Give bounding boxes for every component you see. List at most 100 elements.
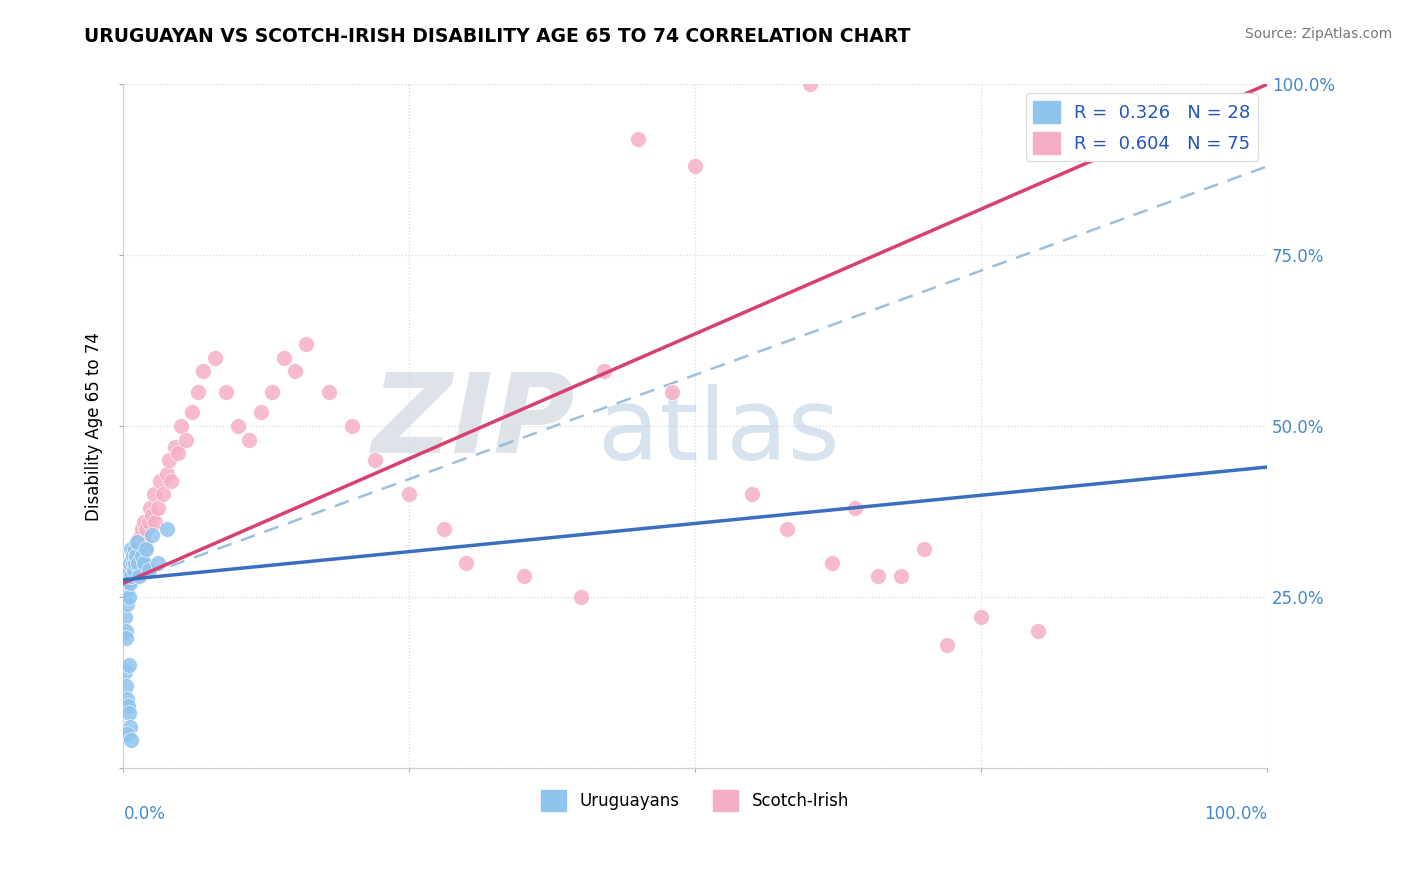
Legend: Uruguayans, Scotch-Irish: Uruguayans, Scotch-Irish (534, 784, 855, 817)
Text: URUGUAYAN VS SCOTCH-IRISH DISABILITY AGE 65 TO 74 CORRELATION CHART: URUGUAYAN VS SCOTCH-IRISH DISABILITY AGE… (84, 27, 911, 45)
Point (129, 528, 152, 542)
Point (569, 590, 592, 604)
Point (114, 576, 136, 591)
Point (456, 556, 478, 570)
Point (187, 384, 209, 399)
Point (120, 569, 142, 583)
Point (138, 563, 160, 577)
Point (127, 535, 149, 549)
Point (284, 364, 307, 378)
Point (138, 515, 160, 529)
Point (160, 474, 183, 488)
Point (167, 446, 190, 460)
Point (141, 528, 163, 542)
Point (120, 556, 142, 570)
Point (683, 160, 706, 174)
Point (114, 569, 136, 583)
Point (128, 542, 150, 557)
Point (120, 733, 142, 747)
Point (156, 467, 179, 481)
Point (129, 556, 152, 570)
Point (135, 522, 157, 536)
Point (273, 351, 295, 365)
Point (262, 384, 284, 399)
Point (118, 563, 141, 577)
Point (295, 337, 318, 351)
Point (132, 535, 155, 549)
Point (117, 569, 139, 583)
Point (132, 515, 155, 529)
Point (114, 624, 136, 638)
Point (156, 522, 179, 536)
Point (741, 487, 763, 501)
Point (364, 453, 387, 467)
Point (115, 692, 138, 706)
Point (118, 590, 141, 604)
Point (340, 419, 363, 434)
Point (398, 487, 420, 501)
Point (970, 610, 993, 624)
Point (132, 556, 155, 570)
Point (176, 433, 198, 447)
Point (124, 556, 146, 570)
Point (114, 665, 136, 679)
Point (125, 549, 148, 563)
Point (122, 563, 145, 577)
Point (157, 453, 180, 467)
Point (226, 419, 249, 434)
Point (120, 720, 142, 734)
Point (114, 631, 136, 645)
Point (181, 405, 204, 419)
Point (163, 440, 186, 454)
Point (433, 522, 456, 536)
Point (844, 501, 866, 516)
Point (204, 351, 226, 365)
Point (115, 563, 138, 577)
Point (215, 384, 238, 399)
Point (890, 569, 912, 583)
Point (145, 515, 167, 529)
Point (193, 364, 215, 378)
Point (124, 569, 146, 583)
Point (127, 556, 149, 570)
Point (512, 569, 534, 583)
Point (120, 556, 142, 570)
Point (149, 474, 172, 488)
Point (121, 549, 143, 563)
Text: 100.0%: 100.0% (1204, 805, 1267, 823)
Point (131, 522, 153, 536)
Point (868, 569, 890, 583)
Point (775, 522, 797, 536)
Point (146, 501, 169, 516)
Point (118, 706, 141, 720)
Point (141, 508, 163, 522)
Point (118, 556, 141, 570)
Point (114, 610, 136, 624)
Point (134, 542, 156, 557)
Point (146, 556, 169, 570)
Point (124, 542, 146, 557)
Point (120, 563, 142, 577)
Point (121, 563, 143, 577)
Point (118, 576, 141, 591)
Point (114, 679, 136, 693)
Point (128, 569, 150, 583)
Point (117, 576, 139, 591)
Point (912, 542, 935, 557)
Point (661, 384, 683, 399)
Point (115, 597, 138, 611)
Point (120, 542, 142, 557)
Point (821, 556, 844, 570)
Point (799, 78, 821, 92)
Point (120, 569, 142, 583)
Point (121, 549, 143, 563)
Point (249, 405, 271, 419)
Point (118, 658, 141, 673)
Point (152, 487, 174, 501)
Point (592, 364, 614, 378)
Point (115, 726, 138, 740)
Point (125, 549, 148, 563)
Point (127, 556, 149, 570)
Text: atlas: atlas (598, 384, 839, 482)
Point (135, 542, 157, 557)
